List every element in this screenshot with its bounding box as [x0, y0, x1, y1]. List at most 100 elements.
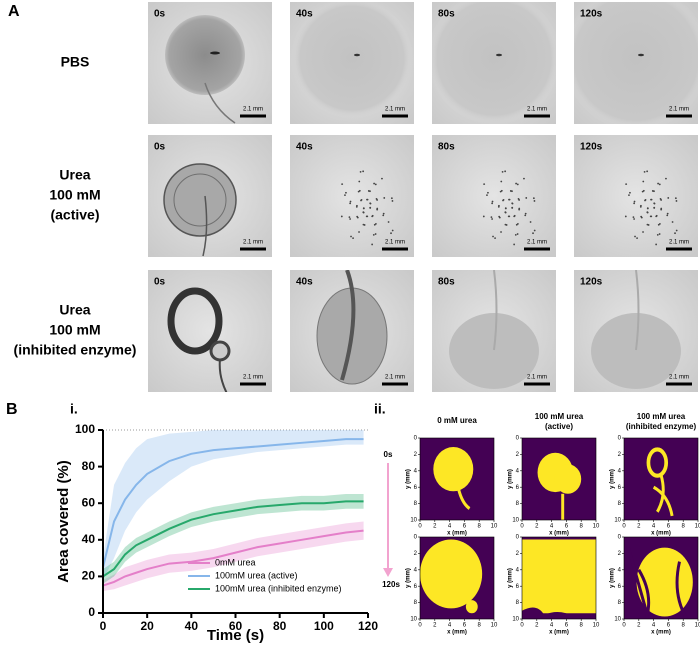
y-tick-label: 2 [516, 551, 520, 557]
particle [646, 170, 649, 173]
particle [382, 214, 385, 217]
particle [509, 190, 512, 192]
mask-clip [624, 438, 698, 520]
particle [349, 218, 352, 220]
stem [202, 195, 208, 257]
time-arrow-head [383, 568, 393, 577]
particle [671, 221, 674, 223]
particle [513, 214, 516, 217]
particle [655, 243, 658, 246]
particle [650, 215, 653, 218]
y-tick-label: 0 [516, 535, 520, 541]
particle [653, 206, 656, 209]
y-axis-label: y (mm) [508, 469, 514, 489]
error-band [103, 430, 364, 581]
y-tick-label: 6 [516, 485, 520, 491]
x-tick-label: 10 [695, 524, 700, 530]
particle [500, 231, 502, 233]
particle [376, 207, 379, 210]
particle [483, 183, 486, 186]
mask-shapes [433, 447, 474, 510]
particle [511, 206, 514, 209]
particle [642, 231, 644, 233]
y-tick-label: 0 [516, 436, 520, 442]
y-tick-label: 10 [512, 617, 519, 623]
x-tick-label: 10 [491, 524, 498, 530]
particle [387, 221, 390, 223]
series-line [102, 529, 364, 587]
particle [348, 216, 351, 219]
mask-shapes [537, 452, 582, 520]
droplet [291, 2, 413, 119]
particle [642, 180, 645, 183]
micrograph: 120s 2.1 mm [574, 135, 698, 257]
x-tick-label: 6 [463, 524, 467, 530]
particle [371, 214, 374, 217]
particle [633, 218, 636, 220]
mask-region [457, 488, 471, 510]
particle [667, 197, 670, 199]
y-axis-label: y (mm) [610, 568, 616, 588]
y-tick-label: 0 [414, 436, 418, 442]
x-tick-label: 8 [478, 524, 482, 530]
mask-frame [521, 437, 597, 521]
center [210, 51, 220, 55]
mask-frame [623, 536, 699, 620]
mask-region [420, 539, 483, 609]
image-bg [574, 135, 698, 257]
center [354, 53, 360, 57]
particle [674, 232, 676, 235]
x-tick-label: 2 [433, 623, 437, 629]
x-tick-label: 2 [535, 623, 539, 629]
scale-bar-label: 2.1 mm [385, 240, 405, 246]
particle [362, 170, 365, 173]
time-label: 120s [580, 277, 603, 288]
particle [524, 214, 527, 217]
time-label: 0s [154, 277, 166, 288]
x-tick-label: 6 [667, 623, 671, 629]
particle [515, 182, 518, 185]
x-tick-label: 120 [358, 619, 378, 633]
x-tick-label: 2 [637, 524, 641, 530]
y-tick-label: 0 [414, 535, 418, 541]
micrograph: 0s 2.1 mm [148, 135, 272, 257]
mask-clip [420, 537, 494, 619]
micrograph: 40s 2.1 mm [290, 2, 414, 124]
particle [658, 233, 661, 235]
particle [499, 190, 502, 193]
panel-label: A [8, 3, 20, 20]
x-tick-label: 6 [565, 524, 569, 530]
column-title: 0 mM urea [437, 416, 477, 425]
particle [358, 180, 361, 183]
y-tick-label: 40 [82, 532, 96, 546]
micrograph: 0s 2.1 mm [148, 270, 272, 392]
y-tick-label: 20 [82, 569, 96, 583]
time-label: 0s [154, 142, 166, 153]
scale-bar-label: 2.1 mm [385, 375, 405, 381]
time-label: 80s [438, 9, 455, 20]
y-tick-label: 8 [414, 501, 418, 507]
y-tick-label: 0 [618, 436, 622, 442]
y-tick-label: 0 [88, 605, 95, 619]
image-content [432, 270, 556, 392]
particle [524, 212, 527, 215]
particle [372, 233, 375, 236]
particle [516, 233, 519, 235]
particle [349, 202, 352, 205]
x-tick-label: 0 [622, 524, 626, 530]
image-content [574, 135, 698, 257]
x-tick-label: 4 [652, 524, 656, 530]
ring [167, 287, 223, 355]
y-tick-label: 8 [516, 600, 520, 606]
mask-frame [623, 437, 699, 521]
stem [204, 82, 236, 124]
image-content [432, 135, 556, 257]
center [638, 53, 644, 57]
column-title: (active) [545, 422, 573, 431]
particle [632, 216, 635, 219]
particle [491, 200, 494, 203]
y-tick-label: 4 [618, 468, 622, 474]
y-axis-label: Area covered (%) [55, 460, 72, 583]
time-label: 120s [580, 9, 603, 20]
